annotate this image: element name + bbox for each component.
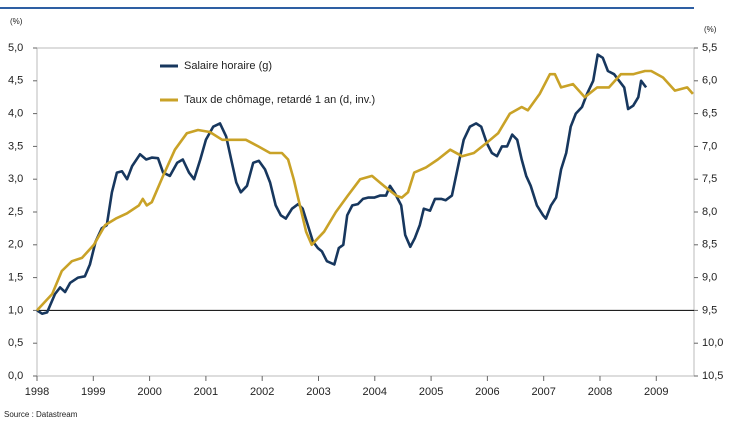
x-tick-label: 2000	[137, 386, 161, 398]
y-tick-label: 1,0	[8, 304, 23, 316]
y-unit: (%)	[10, 17, 23, 26]
y2-tick-label: 9,5	[702, 304, 717, 316]
x-tick-label: 2003	[306, 386, 330, 398]
series-line	[36, 53, 648, 315]
x-tick-label: 2005	[419, 386, 443, 398]
x-tick-label: 1999	[81, 386, 105, 398]
y-tick-label: 0,0	[8, 370, 23, 382]
y2-unit: (%)	[704, 25, 717, 34]
y-tick-label: 3,0	[8, 173, 23, 185]
y-tick-label: 4,5	[8, 75, 23, 87]
x-tick-label: 2008	[588, 386, 612, 398]
y2-tick-label: 10,0	[702, 337, 723, 349]
x-tick-label: 2009	[644, 386, 668, 398]
y2-tick-label: 6,5	[702, 108, 717, 120]
legend-label: Salaire horaire (g)	[184, 60, 272, 72]
y-tick-label: 4,0	[8, 108, 23, 120]
x-tick-label: 2001	[194, 386, 218, 398]
y2-tick-label: 10,5	[702, 370, 723, 382]
y2-tick-label: 8,0	[702, 206, 717, 218]
x-tick-label: 2004	[363, 386, 387, 398]
y2-tick-label: 7,0	[702, 140, 717, 152]
x-tick-label: 1998	[25, 386, 49, 398]
x-tick-label: 2007	[531, 386, 555, 398]
legend-label: Taux de chômage, retardé 1 an (d, inv.)	[184, 94, 375, 106]
y-tick-label: 2,5	[8, 206, 23, 218]
series-line	[36, 69, 694, 312]
y-tick-label: 3,5	[8, 140, 23, 152]
y2-tick-label: 6,0	[702, 75, 717, 87]
x-tick-label: 2006	[475, 386, 499, 398]
y2-tick-label: 8,5	[702, 239, 717, 251]
y2-tick-label: 7,5	[702, 173, 717, 185]
y2-tick-label: 9,0	[702, 272, 717, 284]
y-tick-label: 1,5	[8, 272, 23, 284]
y-tick-label: 5,0	[8, 42, 23, 54]
y2-tick-label: 5,5	[702, 42, 717, 54]
x-tick-label: 2002	[250, 386, 274, 398]
y-tick-label: 2,0	[8, 239, 23, 251]
y-tick-label: 0,5	[8, 337, 23, 349]
source: Source : Datastream	[4, 410, 78, 419]
